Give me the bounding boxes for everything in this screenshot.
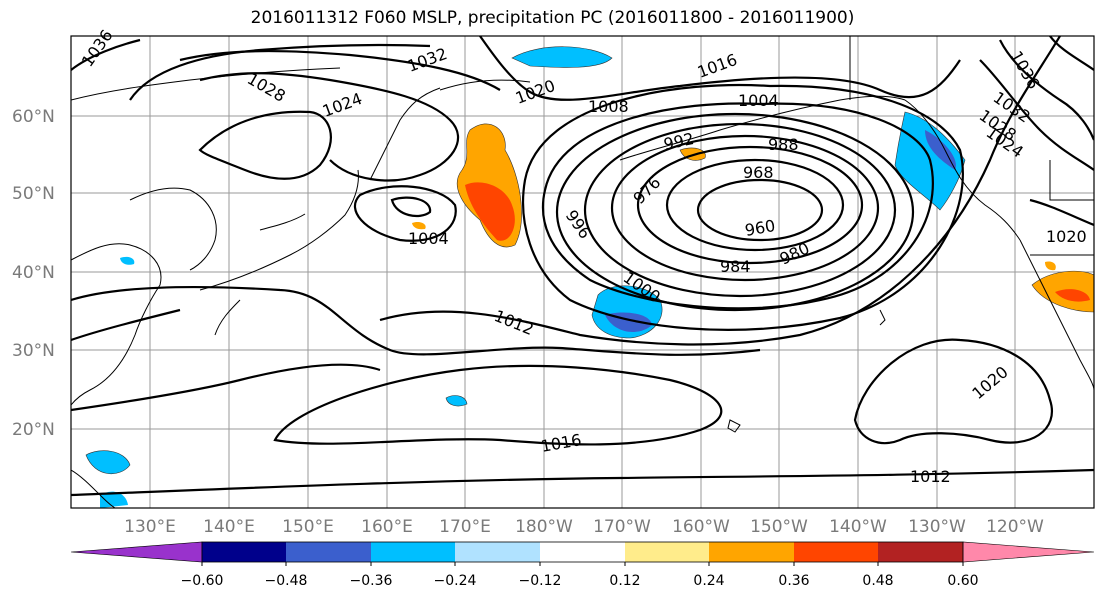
lon-label: 160°E	[361, 517, 413, 537]
lon-label: 130°W	[908, 517, 966, 537]
latitude-labels: 60°N 50°N 40°N 30°N 20°N	[12, 107, 55, 440]
coastlines	[71, 36, 1094, 508]
colorbar-tick-label: 0.48	[862, 573, 893, 589]
colorbar-segment	[455, 542, 540, 562]
colorbar-segment	[371, 542, 455, 562]
colorbar-segment	[540, 542, 625, 562]
map-border	[70, 35, 1095, 509]
colorbar-segment	[70, 541, 203, 563]
isobar-label: 1012	[910, 467, 951, 486]
lat-label: 30°N	[12, 341, 55, 361]
isobar-label: 1004	[738, 91, 779, 110]
colorbar-ticks	[201, 562, 964, 566]
colorbar-tick-label: −0.24	[434, 573, 477, 589]
lat-label: 50°N	[12, 184, 55, 204]
lon-label: 150°E	[282, 517, 334, 537]
lon-label: 170°W	[593, 517, 651, 537]
longitude-labels: 130°E 140°E 150°E 160°E 170°E 180°W 170°…	[124, 517, 1044, 537]
precipitation-shading	[85, 46, 1094, 508]
isobars	[71, 36, 1094, 497]
lon-label: 130°E	[124, 517, 176, 537]
lon-label: 150°W	[750, 517, 808, 537]
lon-label: 120°W	[986, 517, 1044, 537]
colorbar-tick-label: −0.36	[350, 573, 393, 589]
colorbar-segment	[202, 542, 286, 562]
colorbar-segment	[709, 542, 794, 562]
colorbar-tick-label: 0.36	[778, 573, 809, 589]
colorbar-segment	[878, 542, 963, 562]
lon-label: 160°W	[672, 517, 730, 537]
lon-label: 140°W	[829, 517, 887, 537]
map-title: 2016011312 F060 MSLP, precipitation PC (…	[250, 8, 855, 28]
colorbar-segment	[625, 542, 709, 562]
isobar-label: 984	[720, 257, 751, 276]
lon-label: 180°W	[515, 517, 573, 537]
colorbar-tick-label: 0.12	[609, 573, 640, 589]
colorbar-tick-label: −0.60	[181, 573, 224, 589]
colorbar-tick-label: 0.24	[693, 573, 724, 589]
isobar-label: 968	[743, 163, 774, 182]
colorbar-tick-label: −0.12	[519, 573, 562, 589]
lon-label: 170°E	[439, 517, 491, 537]
colorbar-segment	[794, 542, 878, 562]
isobar-label: 1020	[1046, 227, 1087, 246]
isobar-label: 988	[768, 135, 799, 154]
colorbar-segment	[286, 542, 371, 562]
colorbar-tick-label: −0.48	[265, 573, 308, 589]
colorbar-segment	[962, 541, 1095, 563]
colorbar-tick-labels: −0.60 −0.48 −0.36 −0.24 −0.12 0.12 0.24 …	[181, 573, 979, 589]
lat-label: 20°N	[12, 420, 55, 440]
lat-label: 60°N	[12, 107, 55, 127]
lon-label: 140°E	[203, 517, 255, 537]
colorbar: −0.60 −0.48 −0.36 −0.24 −0.12 0.12 0.24 …	[70, 541, 1095, 589]
isobar-label: 1008	[588, 97, 629, 116]
lat-label: 40°N	[12, 263, 55, 283]
colorbar-tick-label: 0.60	[947, 573, 978, 589]
isobar-label: 1004	[408, 229, 449, 248]
